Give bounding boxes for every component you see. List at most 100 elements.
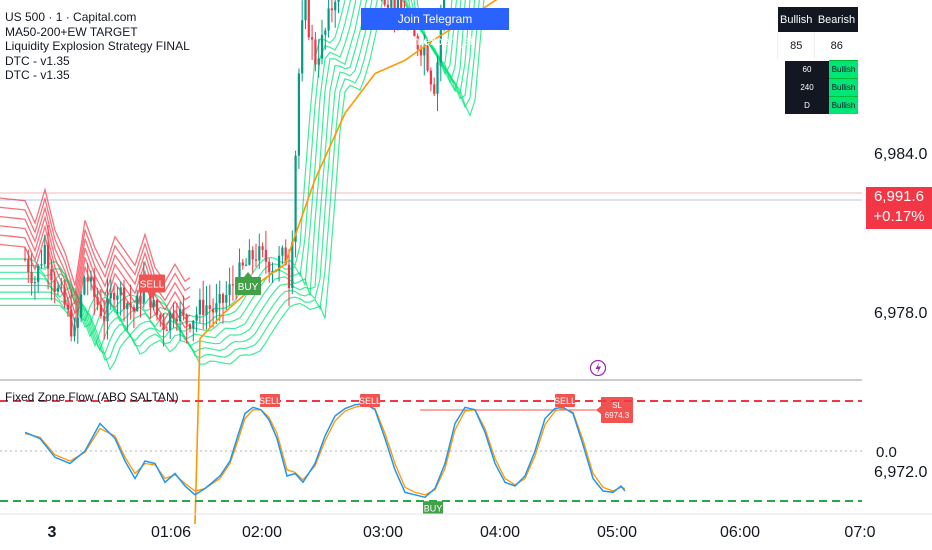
candle-body[interactable] [43,244,46,265]
candle-body[interactable] [278,255,281,270]
osc-sell-signal[interactable]: SELL [259,394,281,407]
candle-body[interactable] [33,282,36,284]
candle-body[interactable] [132,307,135,312]
candle-body[interactable] [317,58,320,65]
candle-body[interactable] [63,287,66,305]
candle-body[interactable] [119,287,122,296]
candle-body[interactable] [228,284,231,296]
candle-body[interactable] [185,314,188,325]
candle-body[interactable] [284,247,287,265]
candle-body[interactable] [198,299,201,315]
candle-body[interactable] [47,244,50,269]
candle-body[interactable] [400,0,403,14]
candle-body[interactable] [93,277,96,297]
candle-body[interactable] [27,259,30,273]
candle-body[interactable] [241,262,244,266]
candle-body[interactable] [152,299,155,308]
candle-body[interactable] [175,318,178,322]
candle-body[interactable] [126,303,129,310]
candle-body[interactable] [155,299,159,315]
candle-body[interactable] [182,309,185,315]
candle-body[interactable] [231,284,234,286]
candle-body[interactable] [50,268,53,281]
candle-body[interactable] [53,280,56,292]
candle-body[interactable] [37,265,40,283]
osc-sell-signal[interactable]: SELL [554,394,576,407]
candle-body[interactable] [195,314,198,321]
candle-body[interactable] [291,241,294,289]
candle-body[interactable] [419,49,423,56]
candle-body[interactable] [320,34,324,59]
candle-body[interactable] [205,305,208,316]
candle-body[interactable] [218,294,221,304]
oscillator-title[interactable]: Fixed Zone Flow (ABO SALTAN) [5,390,179,404]
candle-body[interactable] [30,272,33,284]
candle-body[interactable] [136,295,139,312]
candle-body[interactable] [56,287,60,292]
candle-body[interactable] [208,305,211,309]
buy-signal[interactable]: BUY [235,271,261,295]
candle-body[interactable] [113,292,116,300]
candle-body[interactable] [116,295,119,300]
candle-body[interactable] [103,315,106,322]
candle-body[interactable] [433,84,436,94]
candle-body[interactable] [225,295,228,303]
candle-body[interactable] [297,73,300,156]
candle-body[interactable] [99,304,102,316]
candle-body[interactable] [169,312,172,331]
candle-body[interactable] [83,277,86,295]
candle-body[interactable] [86,277,89,282]
candle-body[interactable] [179,309,182,322]
candle-body[interactable] [254,259,258,261]
candle-body[interactable] [245,264,248,266]
candle-body[interactable] [159,314,162,320]
candle-body[interactable] [264,249,267,262]
candle-body[interactable] [23,259,27,260]
candle-body[interactable] [429,70,432,85]
candle-body[interactable] [287,264,291,289]
candle-body[interactable] [416,36,419,50]
candle-body[interactable] [188,324,192,329]
candle-body[interactable] [139,295,142,303]
candle-body[interactable] [212,308,215,313]
telegram-banner[interactable]: Join Telegram @mrexpert_ai [361,8,509,48]
candle-body[interactable] [221,294,225,303]
candle-body[interactable] [122,287,126,310]
candle-body[interactable] [80,294,83,318]
candle-body[interactable] [89,277,93,282]
candle-body[interactable] [314,39,317,65]
candle-body[interactable] [238,262,241,290]
candle-body[interactable] [192,320,195,329]
candle-body[interactable] [396,0,399,15]
candle-body[interactable] [443,0,446,16]
candle-body[interactable] [271,270,274,273]
candle-body[interactable] [330,8,333,11]
candle-body[interactable] [202,299,205,316]
candle-body[interactable] [383,0,386,5]
indicator-ma-target[interactable]: MA50-200+EW TARGET [5,24,138,39]
symbol-title[interactable]: US 500 · 1 · Capital.com [5,10,137,24]
indicator-dtc-1[interactable]: DTC - v1.35 [5,53,70,68]
candle-body[interactable] [106,298,109,322]
candle-body[interactable] [439,15,442,63]
candle-body[interactable] [436,62,439,94]
sell-signal[interactable]: SELL [139,274,165,298]
candle-body[interactable] [172,312,175,319]
candle-body[interactable] [301,20,304,74]
candle-body[interactable] [60,287,63,289]
candle-body[interactable] [162,319,165,330]
candle-body[interactable] [324,30,327,35]
candle-body[interactable] [423,45,426,56]
candle-body[interactable] [73,327,76,337]
candle-body[interactable] [66,304,69,310]
candle-body[interactable] [311,37,314,40]
candle-body[interactable] [165,329,168,331]
candle-body[interactable] [261,246,264,250]
candle-body[interactable] [248,250,251,265]
lightning-icon[interactable] [589,359,607,377]
osc-buy-signal[interactable]: BUY [423,501,443,515]
candle-body[interactable] [96,296,99,305]
candle-body[interactable] [258,246,261,261]
candle-body[interactable] [215,303,218,313]
